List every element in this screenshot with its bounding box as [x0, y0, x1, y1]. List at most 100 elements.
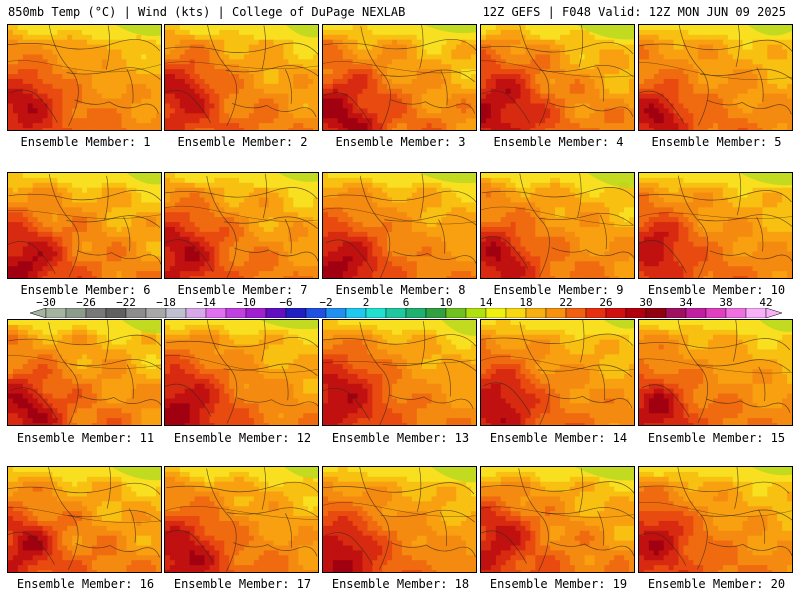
- ensemble-member-map-3: [322, 24, 477, 131]
- state-border-line: [106, 467, 111, 509]
- ensemble-member-map-10: [638, 172, 793, 279]
- state-border-line: [165, 187, 318, 200]
- isotherm-contour: [481, 60, 634, 78]
- isotherm-contour: [8, 210, 161, 219]
- state-border-line: [549, 541, 634, 556]
- state-border-line: [540, 507, 634, 520]
- state-border-line: [548, 102, 634, 117]
- state-border-line: [482, 90, 530, 124]
- state-border-line: [325, 239, 374, 273]
- cool-air-region: [576, 25, 634, 40]
- colorbar-swatch: [125, 308, 147, 318]
- cool-air-region: [441, 320, 476, 336]
- cool-air-region: [431, 467, 476, 483]
- colorbar-swatch: [685, 308, 707, 318]
- colorbar-swatch: [525, 308, 547, 318]
- state-border-line: [519, 173, 550, 277]
- state-border-line: [166, 481, 318, 493]
- colorbar-swatch: [365, 308, 387, 318]
- colorbar-swatch: [425, 308, 447, 318]
- state-border-line: [66, 67, 161, 80]
- state-border-line: [677, 467, 708, 570]
- state-border-line: [262, 173, 268, 219]
- state-border-line: [758, 366, 766, 402]
- colorbar-tick-label: 30: [639, 296, 653, 309]
- ensemble-member-map-7: [164, 172, 319, 279]
- state-border-line: [551, 247, 634, 260]
- state-border-line: [206, 468, 237, 572]
- state-border-line: [384, 214, 476, 226]
- ensemble-member-caption: Ensemble Member: 3: [335, 135, 466, 149]
- colorbar-swatch: [645, 308, 667, 318]
- state-border-line: [539, 213, 634, 226]
- state-border-line: [481, 530, 527, 564]
- state-border-line: [597, 510, 605, 546]
- state-border-line: [261, 467, 267, 510]
- state-border-line: [420, 321, 426, 366]
- ensemble-member-caption: Ensemble Member: 18: [331, 577, 470, 591]
- state-border-line: [165, 530, 214, 563]
- ensemble-member-map-9: [480, 172, 635, 279]
- state-border-line: [323, 38, 476, 51]
- state-border-line: [323, 334, 476, 347]
- ensemble-member-caption: Ensemble Member: 13: [331, 431, 470, 445]
- state-border-line: [284, 513, 292, 548]
- ensemble-member-map-13: [322, 319, 477, 426]
- state-border-line: [325, 532, 373, 566]
- state-border-line: [126, 364, 134, 399]
- ensemble-member-caption: Ensemble Member: 20: [647, 577, 786, 591]
- isotherm-contour: [8, 60, 161, 73]
- ensemble-member-map-1: [7, 24, 162, 131]
- state-border-line: [578, 468, 584, 513]
- isotherm-contour: [323, 207, 476, 225]
- colorbar-swatch: [725, 308, 747, 318]
- state-border-line: [599, 214, 607, 250]
- state-border-line: [417, 467, 422, 512]
- colorbar-swatch: [225, 308, 247, 318]
- colorbar-swatch: [565, 308, 587, 318]
- state-border-line: [67, 510, 161, 523]
- colorbar-swatch: [745, 308, 767, 318]
- colorbar-swatch: [705, 308, 727, 318]
- colorbar-tick-label: 14: [479, 296, 493, 309]
- cool-air-region: [424, 25, 476, 34]
- colorbar-swatch: [325, 308, 347, 318]
- colorbar-swatch: [185, 308, 207, 318]
- state-border-line: [547, 394, 633, 409]
- cool-air-region: [740, 173, 792, 186]
- colorbar-swatch: [265, 308, 287, 318]
- state-border-line: [390, 99, 476, 114]
- state-border-line: [639, 39, 792, 52]
- state-border-line: [538, 364, 633, 377]
- state-border-line: [66, 215, 161, 228]
- state-border-line: [9, 89, 58, 123]
- state-border-line: [9, 387, 58, 421]
- isotherm-contour: [639, 62, 792, 80]
- state-border-line: [639, 190, 792, 203]
- state-border-line: [578, 25, 584, 67]
- state-border-line: [8, 334, 161, 347]
- state-border-line: [641, 384, 690, 418]
- ensemble-member-map-11: [7, 319, 162, 426]
- state-border-line: [677, 320, 709, 424]
- state-border-line: [483, 382, 532, 416]
- state-border-line: [736, 173, 742, 216]
- ensemble-member-caption: Ensemble Member: 2: [177, 135, 308, 149]
- isotherm-contour: [323, 61, 476, 74]
- colorbar-swatch: [505, 308, 527, 318]
- state-border-line: [165, 239, 214, 273]
- state-border-line: [281, 365, 289, 401]
- state-border-line: [639, 338, 791, 351]
- colorbar-tick-label: 38: [719, 296, 733, 309]
- state-border-line: [391, 542, 476, 557]
- ensemble-member-map-15: [638, 319, 793, 426]
- state-border-line: [580, 320, 585, 363]
- isotherm-contour: [481, 356, 634, 371]
- state-border-line: [227, 507, 318, 518]
- ensemble-member-map-2: [164, 24, 319, 131]
- state-border-line: [323, 387, 371, 421]
- isotherm-contour: [481, 506, 634, 518]
- colorbar-swatch: [385, 308, 407, 318]
- cool-air-region: [116, 25, 161, 37]
- colorbar-tick-label: 34: [679, 296, 693, 309]
